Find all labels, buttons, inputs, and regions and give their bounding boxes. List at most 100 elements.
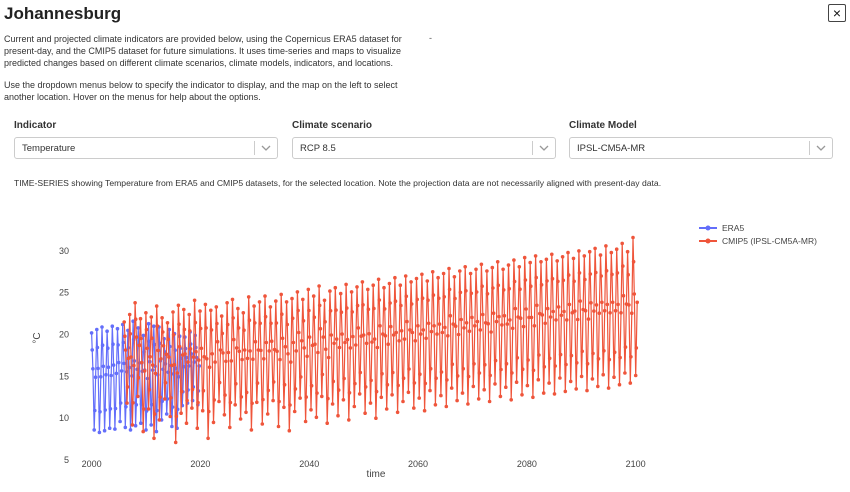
- data-point: [90, 348, 94, 352]
- data-point: [164, 412, 169, 416]
- data-point: [157, 418, 162, 422]
- data-point: [225, 322, 230, 327]
- close-button[interactable]: ×: [828, 4, 846, 22]
- data-point: [111, 363, 116, 367]
- y-axis-title: °C: [32, 332, 43, 343]
- model-dropdown[interactable]: IPSL-CM5A-MR: [569, 137, 833, 159]
- data-point: [621, 264, 625, 268]
- data-point: [283, 344, 288, 349]
- data-point: [634, 346, 639, 350]
- data-point: [502, 313, 507, 318]
- data-point: [558, 376, 562, 380]
- data-point: [382, 285, 386, 290]
- data-point: [320, 394, 324, 399]
- chevron-down-icon[interactable]: [533, 145, 555, 151]
- data-point: [117, 360, 121, 365]
- data-point: [323, 320, 327, 324]
- data-point: [264, 340, 269, 345]
- data-point: [531, 395, 535, 400]
- data-point: [567, 302, 572, 307]
- data-point: [147, 387, 152, 392]
- data-point: [602, 308, 607, 313]
- data-point: [222, 413, 227, 417]
- data-point: [100, 325, 104, 329]
- data-point: [583, 308, 588, 313]
- data-point: [287, 428, 292, 433]
- data-point: [531, 368, 536, 373]
- data-point: [632, 292, 637, 296]
- data-point: [192, 298, 197, 303]
- data-point: [101, 364, 106, 369]
- model-field: Climate Model IPSL-CM5A-MR: [569, 120, 833, 159]
- data-point: [187, 312, 191, 317]
- data-point: [432, 324, 436, 328]
- y-tick-label: 5: [64, 455, 69, 465]
- series-cmip5: [122, 235, 639, 445]
- data-point: [113, 406, 118, 411]
- data-point: [386, 342, 391, 347]
- chevron-down-icon[interactable]: [255, 145, 277, 151]
- data-point: [385, 382, 390, 387]
- data-point: [447, 287, 452, 292]
- data-point: [363, 385, 368, 389]
- data-point: [248, 349, 252, 353]
- data-point: [602, 349, 606, 353]
- data-point: [512, 279, 517, 284]
- data-point: [577, 271, 582, 275]
- data-point: [600, 300, 604, 305]
- data-point: [352, 404, 357, 409]
- scenario-label: Climate scenario: [292, 120, 373, 131]
- data-point: [442, 295, 447, 299]
- data-point: [525, 383, 530, 388]
- data-point: [578, 299, 582, 303]
- indicator-label: Indicator: [14, 120, 57, 131]
- data-point: [588, 272, 593, 276]
- data-point: [463, 265, 468, 269]
- data-point: [118, 419, 122, 424]
- legend-item[interactable]: ERA5: [699, 223, 744, 233]
- data-point: [488, 373, 493, 378]
- data-point: [164, 352, 169, 357]
- data-point: [299, 339, 304, 343]
- data-point: [608, 311, 612, 315]
- data-point: [527, 315, 531, 320]
- y-tick-label: 20: [59, 330, 69, 340]
- data-point: [302, 346, 307, 350]
- data-point: [253, 321, 257, 325]
- data-point: [482, 387, 487, 392]
- x-tick-label: 2000: [82, 459, 102, 469]
- data-point: [513, 306, 518, 311]
- data-point: [613, 308, 618, 313]
- data-point: [236, 326, 241, 330]
- data-point: [198, 326, 203, 331]
- data-point: [127, 312, 132, 317]
- data-point: [129, 355, 133, 359]
- scenario-dropdown[interactable]: RCP 8.5: [292, 137, 556, 159]
- chevron-down-icon[interactable]: [810, 145, 832, 151]
- data-point: [130, 423, 135, 427]
- data-point: [565, 318, 569, 322]
- data-point: [434, 376, 438, 381]
- data-point: [198, 309, 202, 313]
- data-point: [635, 300, 639, 305]
- data-point: [551, 309, 555, 314]
- data-point: [182, 327, 187, 332]
- data-point: [416, 324, 420, 328]
- data-point: [252, 304, 256, 308]
- data-point: [358, 370, 363, 375]
- data-point: [309, 408, 313, 412]
- indicator-dropdown[interactable]: Temperature: [14, 137, 278, 159]
- data-point: [230, 297, 235, 302]
- data-point: [524, 307, 528, 311]
- page-title: Johannesburg: [4, 4, 122, 23]
- data-point: [170, 424, 174, 429]
- data-point: [566, 250, 570, 255]
- data-point: [467, 329, 472, 334]
- legend-item[interactable]: CMIP5 (IPSL-CM5A-MR): [699, 236, 817, 246]
- data-point: [444, 404, 449, 409]
- description-line: predicted changes based on different cli…: [4, 58, 394, 68]
- data-point: [285, 322, 290, 327]
- data-point: [528, 260, 532, 265]
- series-line: [123, 236, 638, 443]
